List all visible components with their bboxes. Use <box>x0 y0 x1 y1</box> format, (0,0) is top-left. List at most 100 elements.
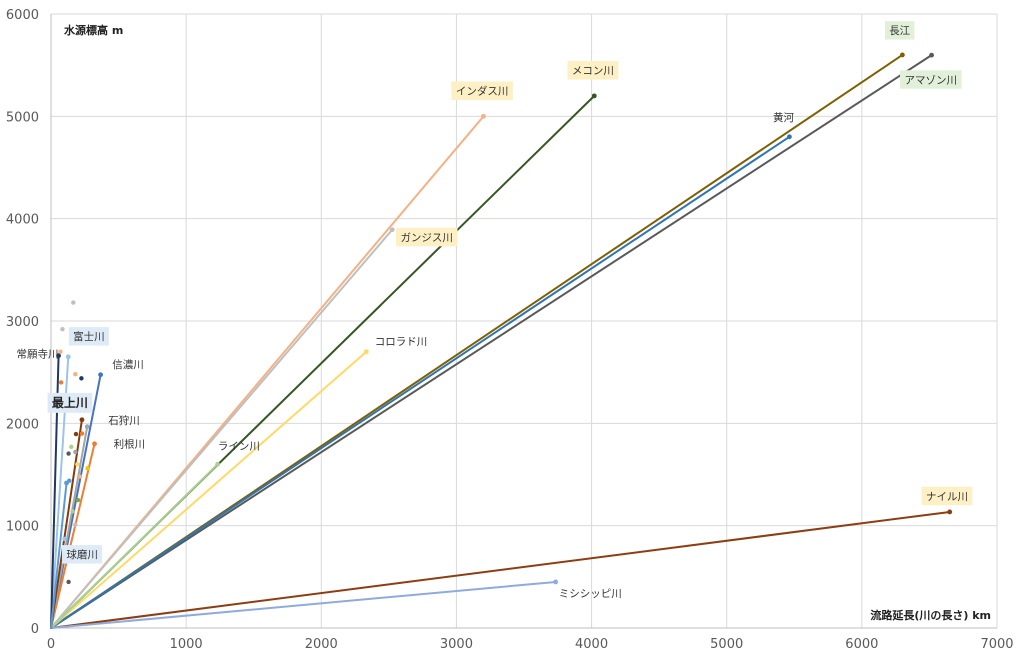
series-end-point <box>92 441 97 447</box>
data-point <box>73 372 78 377</box>
series-line <box>50 135 791 629</box>
data-point <box>67 478 72 483</box>
series-line <box>50 481 68 629</box>
x-tick-label: 0 <box>47 637 55 652</box>
series-end-point <box>900 52 905 58</box>
series-label-text: ミシシッピ川 <box>559 588 622 600</box>
series-line <box>50 418 83 629</box>
data-point <box>58 380 64 385</box>
series-lines <box>50 52 953 629</box>
series-label: 信濃川 <box>112 358 144 371</box>
data-point <box>60 326 65 332</box>
data-point <box>79 431 85 436</box>
series-line <box>50 510 951 629</box>
series-label: インダス川 <box>451 81 513 100</box>
series-label-text: 信濃川 <box>112 358 144 371</box>
series-label: ナイル川 <box>921 486 973 506</box>
data-point <box>77 474 83 479</box>
series-label: 石狩川 <box>108 414 140 427</box>
series-label-text: ライン川 <box>218 441 260 453</box>
data-point <box>75 497 81 503</box>
series-end-point <box>215 461 221 467</box>
series-end-point <box>389 227 395 233</box>
series-end-point <box>591 93 597 99</box>
series-label-bg <box>884 21 915 40</box>
series-label: 富士川 <box>68 327 109 346</box>
series-label: 最上川 <box>47 392 93 413</box>
series-end-point <box>481 113 486 119</box>
series-line <box>50 425 89 629</box>
series-label: コロラド川 <box>375 336 428 348</box>
y-axis-title: 水源標高 m <box>64 23 123 37</box>
y-tick-label: 2000 <box>6 417 39 432</box>
series-label-text: 石狩川 <box>108 414 140 427</box>
y-tick-label: 4000 <box>6 213 39 228</box>
series-label-text: 常願寺川 <box>16 348 58 361</box>
series-label-text: コロラド川 <box>375 336 428 348</box>
series-end-point <box>56 353 61 359</box>
series-label: ガンジス川 <box>395 227 458 247</box>
series-end-point <box>65 354 71 360</box>
series-label-bg <box>62 545 103 564</box>
data-point <box>79 376 84 381</box>
series-end-point <box>787 134 792 140</box>
data-point <box>58 349 63 354</box>
series-line <box>50 463 219 629</box>
series-line <box>50 580 557 629</box>
series-label: ライン川 <box>218 441 260 453</box>
x-tick-label: 4000 <box>575 637 608 652</box>
series-label-bg <box>921 486 973 506</box>
x-tick-label: 1000 <box>170 637 203 652</box>
data-point <box>69 444 74 450</box>
x-axis-title: 流路延長(川の長さ) km <box>870 608 991 622</box>
y-tick-label: 1000 <box>6 520 39 535</box>
series-label-bg <box>900 70 962 89</box>
series-label: 利根川 <box>114 438 146 451</box>
series-end-point <box>98 372 103 378</box>
series-label-text: ガンジス川 <box>400 232 453 244</box>
data-point <box>75 462 80 467</box>
x-tick-label: 7000 <box>980 637 1013 652</box>
series-end-point <box>929 52 934 58</box>
series-end-point <box>947 509 953 515</box>
series-label-bg <box>47 392 93 413</box>
series-label: メコン川 <box>567 61 619 80</box>
series-label-text: メコン川 <box>572 65 614 77</box>
data-point <box>85 466 90 471</box>
data-point <box>70 509 75 514</box>
data-point <box>66 579 71 585</box>
series-label: ミシシッピ川 <box>559 588 622 600</box>
series-label-text: 利根川 <box>114 438 146 451</box>
series-line <box>50 54 933 629</box>
series-label: 常願寺川 <box>16 348 58 361</box>
series-label-bg <box>567 61 619 80</box>
x-tick-label: 5000 <box>710 637 743 652</box>
series-label: アマゾン川 <box>900 70 962 89</box>
x-tick-label: 6000 <box>845 637 878 652</box>
series-line <box>50 228 394 629</box>
data-point <box>66 451 71 456</box>
series-end-point <box>79 417 85 423</box>
x-tick-label: 3000 <box>440 637 473 652</box>
x-tick-label: 2000 <box>305 637 338 652</box>
series-label: 黄河 <box>773 111 794 124</box>
series-label-bg <box>395 227 458 247</box>
y-tick-label: 5000 <box>6 110 39 125</box>
series-label-text: 黄河 <box>773 111 794 124</box>
series-label-bg <box>451 81 513 100</box>
series-label-bg <box>68 327 109 346</box>
data-point <box>73 522 78 527</box>
data-point <box>71 300 76 305</box>
y-tick-label: 3000 <box>6 315 39 330</box>
series-label-text: 最上川 <box>52 395 88 410</box>
data-point <box>62 536 67 542</box>
series-label: 長江 <box>884 21 915 40</box>
data-point <box>73 449 78 455</box>
series-label: 球磨川 <box>62 545 103 564</box>
series-label-text: 球磨川 <box>66 548 98 561</box>
y-tick-label: 6000 <box>6 8 39 23</box>
series-end-point <box>363 349 369 355</box>
series-label-text: アマゾン川 <box>905 74 958 86</box>
series-label-text: インダス川 <box>456 85 509 98</box>
